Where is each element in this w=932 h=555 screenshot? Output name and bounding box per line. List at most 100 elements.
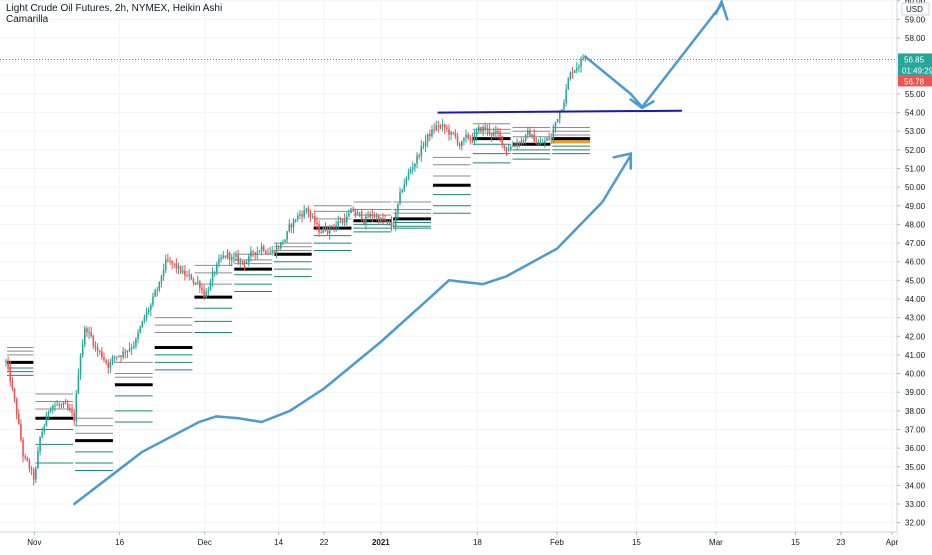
prev-price-tag bbox=[898, 75, 932, 87]
candle-up bbox=[465, 134, 467, 138]
candle-up bbox=[552, 129, 555, 138]
candle-down bbox=[514, 145, 516, 147]
candle-down bbox=[548, 138, 550, 140]
candle-up bbox=[556, 118, 559, 122]
candle-down bbox=[17, 414, 20, 424]
candle-down bbox=[488, 128, 491, 133]
price-tick-label: 36.00 bbox=[905, 444, 926, 453]
candle-up bbox=[475, 131, 478, 135]
candle-down bbox=[32, 470, 35, 480]
candle-up bbox=[561, 109, 563, 112]
candle-down bbox=[124, 351, 127, 353]
candle-down bbox=[390, 222, 393, 228]
candle-up bbox=[537, 144, 540, 146]
candle-up bbox=[5, 360, 7, 363]
study-label[interactable]: Camarilla bbox=[6, 14, 49, 25]
currency-label[interactable]: USD bbox=[906, 5, 923, 14]
candle-up bbox=[247, 256, 250, 263]
candle-up bbox=[222, 255, 225, 258]
forecast-path-drawing[interactable] bbox=[584, 3, 723, 109]
candle-up bbox=[358, 211, 361, 213]
candle-up bbox=[544, 140, 546, 143]
forecast-arrowhead-bottom[interactable] bbox=[629, 98, 655, 110]
candle-up bbox=[524, 134, 527, 141]
candle-up bbox=[409, 169, 412, 173]
candle-down bbox=[522, 140, 525, 142]
candle-down bbox=[267, 253, 269, 255]
candle-down bbox=[184, 270, 186, 276]
candle-up bbox=[365, 216, 367, 224]
candle-up bbox=[328, 226, 331, 234]
candle-down bbox=[15, 398, 18, 415]
resistance-line-drawing[interactable] bbox=[437, 109, 682, 114]
countdown-label: 01:49:29 bbox=[902, 66, 932, 75]
time-axis-background[interactable] bbox=[0, 532, 897, 550]
price-axis-background[interactable] bbox=[897, 0, 932, 550]
candle-up bbox=[139, 326, 141, 333]
candle-up bbox=[509, 146, 512, 151]
price-tick-label: 53.00 bbox=[905, 127, 926, 136]
forecast-arrowhead-top[interactable] bbox=[714, 0, 729, 21]
candle-down bbox=[9, 366, 12, 382]
candle-up bbox=[230, 257, 233, 260]
candle-up bbox=[416, 155, 418, 164]
candle-down bbox=[439, 126, 442, 128]
candle-up bbox=[580, 58, 582, 67]
time-tick-label: 15 bbox=[791, 538, 800, 547]
candle-down bbox=[371, 214, 374, 217]
candle-up bbox=[118, 355, 120, 357]
candle-down bbox=[384, 219, 386, 222]
price-tick-label: 43.00 bbox=[905, 314, 926, 323]
price-tick-label: 48.00 bbox=[905, 220, 926, 229]
time-tick-label: 15 bbox=[632, 538, 641, 547]
candle-down bbox=[237, 255, 239, 263]
candle-up bbox=[258, 251, 261, 253]
candle-up bbox=[578, 66, 580, 69]
candle-up bbox=[288, 224, 291, 232]
candle-up bbox=[135, 338, 137, 346]
candle-up bbox=[569, 72, 572, 79]
candle-down bbox=[529, 130, 531, 137]
candle-up bbox=[539, 142, 542, 145]
candle-up bbox=[473, 134, 476, 142]
candle-down bbox=[13, 388, 16, 399]
price-tick-label: 39.00 bbox=[905, 388, 926, 397]
candle-down bbox=[92, 336, 95, 346]
candle-down bbox=[533, 134, 535, 142]
candle-down bbox=[454, 133, 457, 137]
candle-up bbox=[356, 212, 359, 215]
candle-down bbox=[7, 360, 9, 367]
candle-down bbox=[64, 402, 67, 404]
candle-up bbox=[284, 239, 286, 243]
candle-down bbox=[490, 132, 493, 136]
candle-up bbox=[256, 252, 259, 255]
price-tick-label: 33.00 bbox=[905, 500, 926, 509]
price-tick-label: 37.00 bbox=[905, 425, 926, 434]
candle-up bbox=[49, 408, 52, 412]
price-tick-label: 40.00 bbox=[905, 370, 926, 379]
candle-down bbox=[73, 412, 75, 422]
candle-up bbox=[205, 292, 208, 298]
candle-up bbox=[211, 272, 214, 282]
candle-down bbox=[243, 261, 246, 264]
candle-up bbox=[311, 216, 314, 218]
candle-up bbox=[220, 257, 222, 260]
time-tick-label: 18 bbox=[473, 538, 482, 547]
candle-up bbox=[527, 130, 529, 135]
candle-down bbox=[262, 246, 265, 251]
candle-down bbox=[360, 211, 363, 220]
candle-up bbox=[181, 270, 184, 273]
candle-up bbox=[233, 256, 235, 258]
candle-down bbox=[101, 351, 103, 357]
trend-curve-drawing[interactable] bbox=[72, 154, 632, 506]
currency-box[interactable] bbox=[901, 2, 930, 16]
candle-down bbox=[535, 141, 538, 145]
candle-down bbox=[90, 332, 92, 337]
candle-up bbox=[520, 140, 523, 144]
candle-up bbox=[414, 163, 416, 168]
trend-curve-arrowhead[interactable] bbox=[612, 152, 632, 170]
price-tick-label: 44.00 bbox=[905, 295, 926, 304]
candle-down bbox=[169, 260, 171, 262]
